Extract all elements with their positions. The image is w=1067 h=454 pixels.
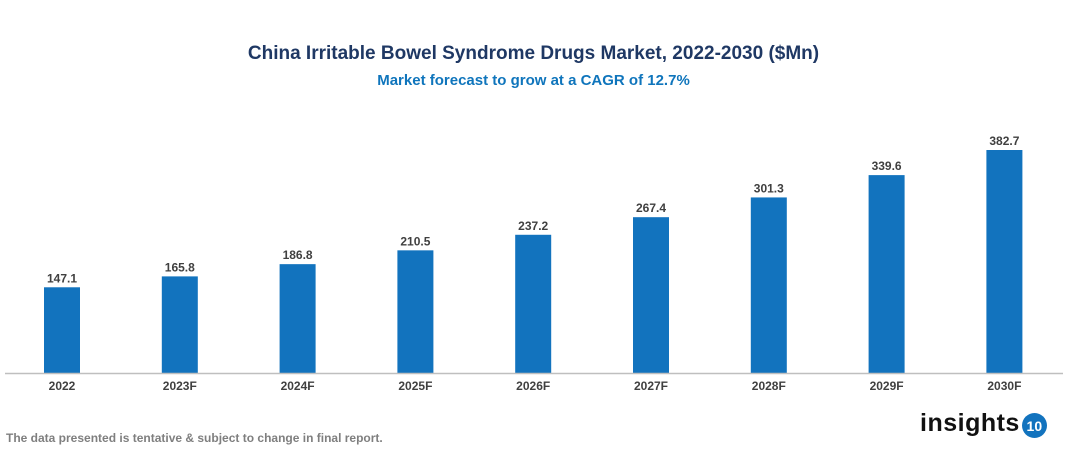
disclaimer-note: The data presented is tentative & subjec… bbox=[6, 431, 383, 445]
bar bbox=[868, 175, 905, 373]
data-label: 237.2 bbox=[518, 219, 548, 233]
x-tick-label: 2027F bbox=[634, 379, 668, 393]
insights10-logo: insights 10 bbox=[920, 409, 1047, 438]
data-label: 147.1 bbox=[47, 271, 77, 285]
bar bbox=[633, 217, 669, 373]
logo-text: insights bbox=[920, 409, 1020, 437]
data-label: 301.3 bbox=[754, 181, 784, 195]
x-tick-label: 2029F bbox=[870, 379, 904, 393]
x-tick-label: 2030F bbox=[987, 379, 1021, 393]
bar bbox=[515, 234, 552, 373]
data-label: 267.4 bbox=[636, 201, 666, 215]
bar bbox=[44, 287, 80, 373]
bar bbox=[397, 250, 434, 373]
data-label: 186.8 bbox=[283, 248, 313, 262]
data-label: 210.5 bbox=[400, 234, 430, 248]
x-tick-label: 2024F bbox=[281, 379, 315, 393]
x-tick-label: 2028F bbox=[752, 379, 786, 393]
x-tick-label: 2026F bbox=[516, 379, 550, 393]
data-label: 339.6 bbox=[872, 159, 902, 173]
bar bbox=[750, 197, 787, 373]
chart-subtitle: Market forecast to grow at a CAGR of 12.… bbox=[377, 72, 690, 89]
bar bbox=[279, 264, 316, 373]
logo-badge: 10 bbox=[1021, 413, 1047, 438]
x-tick-label: 2022 bbox=[49, 379, 76, 393]
x-tick-label: 2025F bbox=[398, 379, 432, 393]
data-label: 165.8 bbox=[165, 260, 195, 274]
data-label: 382.7 bbox=[989, 134, 1019, 148]
x-tick-label: 2023F bbox=[163, 379, 197, 393]
bar bbox=[161, 276, 198, 373]
chart-title: China Irritable Bowel Syndrome Drugs Mar… bbox=[247, 43, 820, 64]
bar bbox=[986, 150, 1023, 373]
